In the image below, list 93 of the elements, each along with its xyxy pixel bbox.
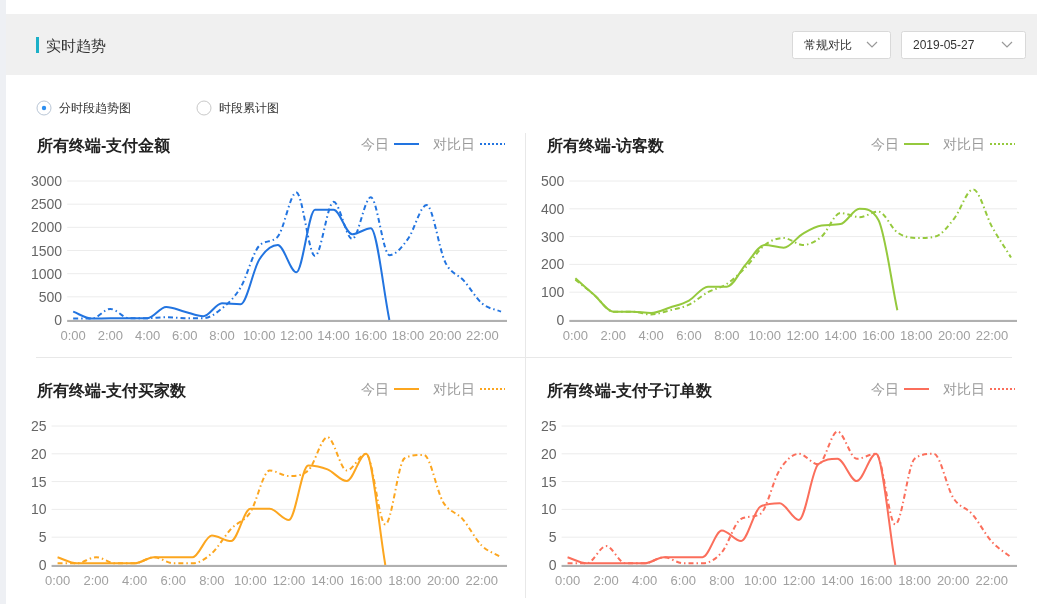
- y-tick-label: 500: [541, 173, 565, 189]
- y-tick-label: 5: [38, 529, 47, 546]
- dropdown: 2019-05-27: [901, 31, 1026, 59]
- x-tick-label: 16:00: [862, 328, 895, 343]
- x-tick-label: 4:00: [122, 573, 148, 588]
- legend-label: 对比日: [943, 136, 985, 152]
- x-tick-label: 6:00: [670, 573, 696, 588]
- y-tick-label: 200: [541, 256, 565, 273]
- x-tick-label: 6:00: [160, 573, 186, 588]
- chart-title: 所有终端-支付子订单数: [546, 382, 714, 399]
- x-tick-label: 18:00: [391, 328, 425, 343]
- y-tick-label: 10: [31, 501, 47, 518]
- legend-label: 今日: [871, 136, 899, 152]
- x-tick-label: 0:00: [60, 328, 86, 343]
- text: 实时趋势: [46, 37, 106, 54]
- x-tick-label: 4:00: [638, 328, 664, 343]
- legend-label: 对比日: [433, 381, 475, 397]
- chart-title: 所有终端-访客数: [546, 136, 666, 154]
- x-tick-label: 8:00: [714, 328, 740, 343]
- x-tick-label: 14:00: [824, 328, 857, 343]
- x-tick-label: 20:00: [936, 573, 970, 588]
- x-tick-label: 2:00: [83, 573, 109, 588]
- line-series: [56, 436, 502, 565]
- x-tick-label: 8:00: [199, 573, 225, 588]
- y-tick-label: 1500: [31, 242, 63, 259]
- x-tick-label: 0:00: [554, 573, 581, 588]
- x-tick-label: 2:00: [97, 328, 124, 343]
- y-tick-label: 5: [548, 529, 557, 546]
- x-tick-label: 20:00: [937, 328, 971, 343]
- x-tick-label: 16:00: [349, 573, 383, 588]
- x-tick-label: 0:00: [562, 328, 589, 343]
- x-tick-label: 8:00: [209, 328, 235, 343]
- x-tick-label: 6:00: [676, 328, 702, 343]
- x-tick-label: 0:00: [44, 573, 71, 588]
- chart-title: 所有终端-支付买家数: [36, 381, 188, 399]
- y-tick-label: 25: [31, 418, 47, 434]
- y-tick-label: 100: [541, 284, 565, 301]
- text: 时段累计图: [219, 101, 279, 115]
- x-tick-label: 12:00: [786, 328, 819, 343]
- y-tick-label: 500: [38, 288, 63, 305]
- y-tick-label: 10: [541, 501, 557, 518]
- x-tick-label: 16:00: [354, 328, 388, 343]
- y-tick-label: 300: [541, 228, 565, 245]
- y-tick-label: 400: [541, 200, 565, 217]
- line-series: [72, 191, 502, 320]
- x-tick-label: 6:00: [172, 328, 198, 343]
- x-tick-label: 12:00: [280, 328, 313, 343]
- y-tick-label: 20: [31, 445, 47, 462]
- x-tick-label: 14:00: [317, 328, 350, 343]
- y-tick-label: 15: [541, 473, 557, 490]
- x-tick-label: 18:00: [388, 573, 421, 588]
- x-tick-label: 18:00: [900, 328, 933, 343]
- x-tick-label: 18:00: [898, 573, 931, 588]
- x-tick-label: 22:00: [975, 328, 1009, 343]
- legend-label: 今日: [871, 381, 899, 397]
- x-tick-label: 2:00: [593, 573, 619, 588]
- dropdown: 常规对比: [792, 31, 891, 59]
- y-tick-label: 25: [541, 418, 557, 434]
- x-tick-label: 10:00: [748, 328, 782, 343]
- y-tick-label: 0: [38, 557, 47, 573]
- y-tick-label: 15: [31, 473, 47, 490]
- y-tick-label: 1000: [31, 265, 63, 282]
- x-tick-label: 14:00: [821, 573, 854, 588]
- x-tick-label: 14:00: [311, 573, 344, 588]
- x-tick-label: 4:00: [632, 573, 658, 588]
- chart-title: 所有终端-支付金额: [36, 137, 172, 154]
- y-tick-label: 0: [548, 557, 557, 573]
- y-tick-label: 0: [556, 312, 565, 328]
- x-tick-label: 10:00: [234, 573, 267, 588]
- x-tick-label: 12:00: [272, 573, 306, 588]
- x-tick-label: 22:00: [465, 573, 498, 588]
- y-tick-label: 2000: [31, 219, 63, 236]
- legend-label: 今日: [361, 136, 389, 152]
- x-tick-label: 22:00: [466, 328, 499, 343]
- legend-label: 对比日: [943, 381, 985, 397]
- legend-label: 对比日: [433, 136, 475, 152]
- x-tick-label: 20:00: [428, 328, 462, 343]
- x-tick-label: 12:00: [782, 573, 816, 588]
- x-tick-label: 2:00: [600, 328, 626, 343]
- line-series: [566, 430, 1012, 565]
- x-tick-label: 20:00: [426, 573, 460, 588]
- y-tick-label: 0: [54, 312, 63, 328]
- x-tick-label: 10:00: [744, 573, 777, 588]
- x-tick-label: 22:00: [975, 573, 1008, 588]
- x-tick-label: 8:00: [709, 573, 735, 588]
- x-tick-label: 4:00: [134, 328, 161, 343]
- x-tick-label: 16:00: [859, 573, 893, 588]
- y-tick-label: 3000: [31, 173, 63, 189]
- x-tick-label: 10:00: [242, 328, 276, 343]
- y-tick-label: 2500: [31, 196, 63, 213]
- y-tick-label: 20: [541, 445, 557, 462]
- legend-label: 今日: [361, 381, 389, 397]
- text: 分时段趋势图: [59, 101, 131, 115]
